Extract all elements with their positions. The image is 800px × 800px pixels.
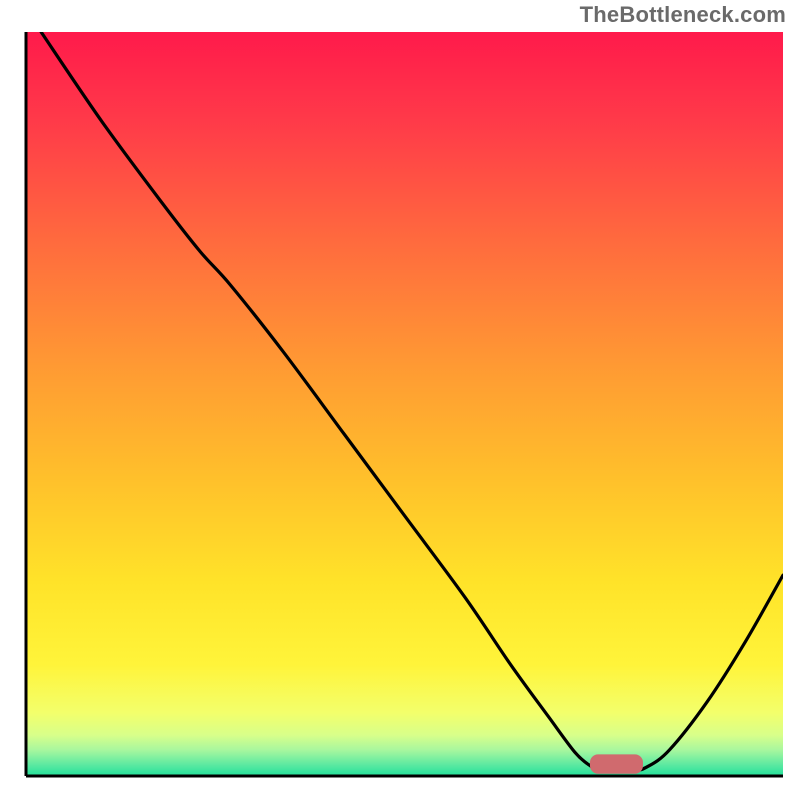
chart-container: TheBottleneck.com — [0, 0, 800, 800]
gradient-background — [26, 32, 783, 776]
watermark-text: TheBottleneck.com — [580, 2, 786, 28]
bottleneck-chart — [0, 0, 800, 800]
optimal-marker — [590, 754, 643, 773]
